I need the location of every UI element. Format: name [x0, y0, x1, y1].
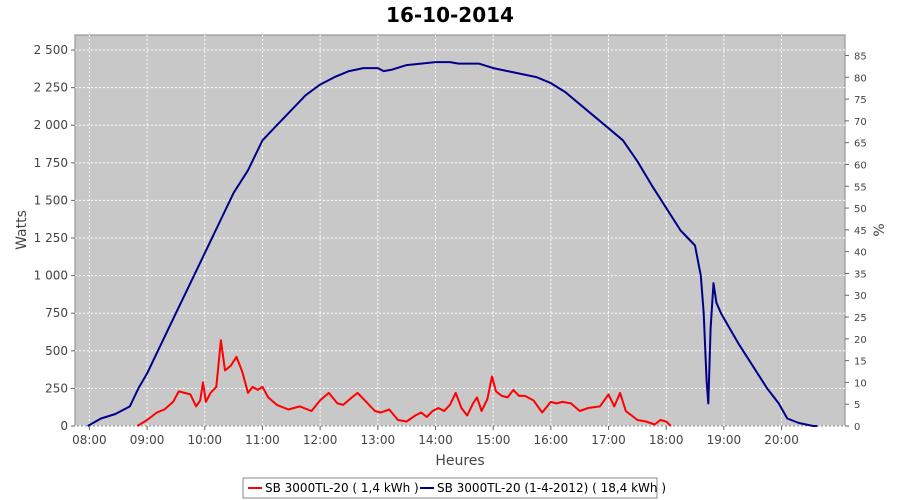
- y2-tick-label: 20: [854, 335, 867, 346]
- y-tick-label: 1 750: [34, 156, 68, 170]
- y-tick-label: 2 000: [34, 118, 68, 132]
- grid-lines: [75, 35, 845, 427]
- x-tick-label: 14:00: [418, 433, 453, 447]
- y2-tick-label: 10: [854, 378, 867, 389]
- y2-tick-label: 60: [854, 160, 867, 171]
- x-tick-label: 11:00: [245, 433, 280, 447]
- y2-tick-label: 30: [854, 291, 867, 302]
- y-tick-label: 2 250: [34, 81, 68, 95]
- x-tick-label: 10:00: [187, 433, 222, 447]
- x-tick-label: 08:00: [72, 433, 107, 447]
- y-tick-label: 1 500: [34, 193, 68, 207]
- series-line-0: [136, 339, 672, 427]
- y2-tick-label: 50: [854, 204, 867, 215]
- plot-area: [74, 34, 846, 427]
- y2-tick-label: 55: [854, 182, 867, 193]
- y-tick-label: 2 500: [34, 43, 68, 57]
- y2-tick-label: 75: [854, 95, 867, 106]
- chart-title: 16-10-2014: [386, 3, 514, 27]
- legend-label-blue: SB 3000TL-20 (1-4-2012) ( 18,4 kWh ): [437, 481, 666, 495]
- series-line-1: [87, 61, 818, 427]
- x-tick-label: 12:00: [303, 433, 338, 447]
- y2-tick-label: 85: [854, 51, 867, 62]
- y2-tick-label: 45: [854, 226, 867, 237]
- x-axis-label: Heures: [435, 453, 484, 469]
- legend-label-red: SB 3000TL-20 ( 1,4 kWh ): [265, 481, 419, 495]
- y-axis-label: Watts: [14, 210, 30, 250]
- y-tick-label: 500: [45, 344, 68, 358]
- y2-tick-label: 40: [854, 248, 867, 259]
- x-tick-label: 15:00: [476, 433, 511, 447]
- legend-box: [242, 477, 658, 499]
- x-tick-label: 19:00: [707, 433, 742, 447]
- axes: 08:00 09:00 10:00 11:00 12:00 13:00 14:00 15:00…: [34, 43, 867, 447]
- y2-tick-label: 5: [854, 400, 860, 411]
- y-tick-label: 750: [45, 306, 68, 320]
- x-tick-label: 20:00: [764, 433, 799, 447]
- x-tick-label: 16:00: [534, 433, 569, 447]
- y-tick-label: 1 000: [34, 269, 68, 283]
- y2-tick-label: 15: [854, 357, 867, 368]
- y-tick-label: 250: [45, 381, 68, 395]
- y-tick-label: 0: [60, 419, 68, 433]
- y2-tick-label: 0: [854, 422, 860, 433]
- y-tick-label: 1 250: [34, 231, 68, 245]
- legend: SB 3000TL-20 ( 1,4 kWh ) SB 3000TL-20 (1…: [242, 477, 666, 499]
- x-tick-label: 09:00: [130, 433, 165, 447]
- y2-tick-label: 25: [854, 313, 867, 324]
- y2-tick-label: 70: [854, 117, 867, 128]
- y2-axis-label: %: [872, 223, 888, 236]
- y2-tick-label: 80: [854, 73, 867, 84]
- series-layer: [87, 61, 818, 427]
- y2-tick-label: 35: [854, 269, 867, 280]
- x-tick-label: 17:00: [591, 433, 626, 447]
- x-tick-label: 13:00: [361, 433, 396, 447]
- y2-tick-label: 65: [854, 139, 867, 150]
- x-tick-label: 18:00: [649, 433, 684, 447]
